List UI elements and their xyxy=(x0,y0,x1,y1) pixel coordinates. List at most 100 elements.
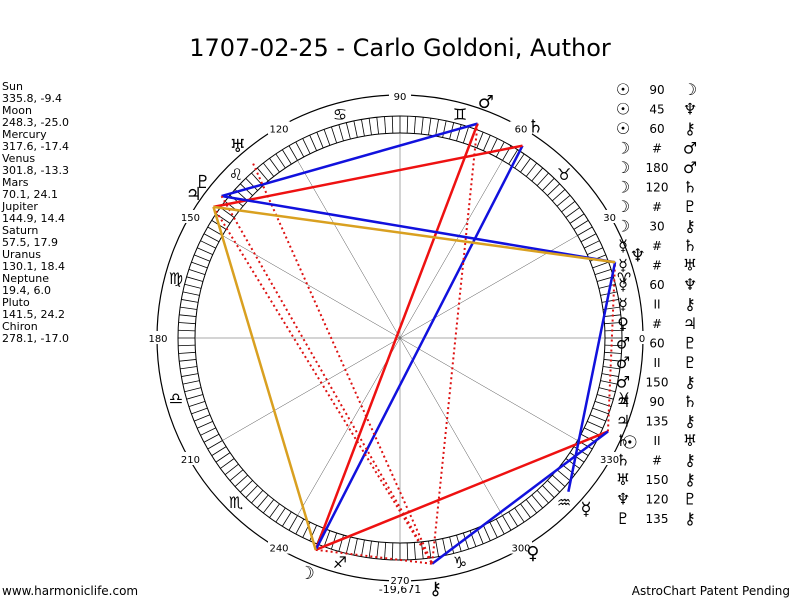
ring-tick xyxy=(211,446,227,456)
degree-label: 180 xyxy=(148,334,167,345)
ring-tick xyxy=(502,515,512,531)
sign: ♐ xyxy=(333,553,347,572)
ring-tick xyxy=(604,322,622,325)
ring-tick xyxy=(179,359,197,362)
aspect-type: # xyxy=(652,200,662,214)
ring-tick xyxy=(384,116,387,134)
ring-tick xyxy=(197,421,213,429)
aspect-planet: ♂ xyxy=(616,334,630,353)
ring-tick xyxy=(220,458,235,469)
planet-position: 301.8, -13.3 xyxy=(2,164,69,177)
planet-glyph: ♀ xyxy=(526,543,539,564)
degree-label: 150 xyxy=(181,213,200,224)
ring-tick xyxy=(602,366,620,370)
aspect-type: # xyxy=(652,239,662,253)
aspect-type: 135 xyxy=(646,512,669,526)
ring-tick xyxy=(598,387,616,393)
aspect-planet: ☉ xyxy=(616,119,630,138)
ring-tick xyxy=(596,394,614,400)
ring-tick xyxy=(600,380,618,385)
planet-glyph: ♆ xyxy=(630,245,646,266)
ring-tick xyxy=(483,135,491,151)
ring-tick xyxy=(514,507,525,523)
aspect-planet: ♄ xyxy=(616,451,630,470)
ring-tick xyxy=(552,189,566,202)
aspect-line xyxy=(213,205,616,264)
aspect-planet: ♄ xyxy=(683,178,697,197)
ring-tick xyxy=(245,485,258,498)
ring-tick xyxy=(442,120,447,138)
ring-tick xyxy=(520,158,531,173)
planet-glyph: ♂ xyxy=(478,92,494,113)
aspect-planet: ☽ xyxy=(683,80,697,99)
ring-tick xyxy=(353,538,358,556)
ring-tick xyxy=(194,414,211,422)
ring-tick xyxy=(594,269,612,276)
aspect-line xyxy=(431,430,609,565)
ring-tick xyxy=(331,532,338,550)
sign: ♑ xyxy=(453,553,467,572)
aspect-planet: ♇ xyxy=(683,197,697,216)
aspect-type: 45 xyxy=(649,103,664,117)
aspect-planet: ☽ xyxy=(616,158,630,177)
spoke xyxy=(297,160,401,339)
ring-tick xyxy=(573,220,589,230)
aspect-planet: ♂ xyxy=(616,373,630,392)
ring-tick xyxy=(203,433,220,443)
ring-tick xyxy=(269,503,280,518)
ring-tick xyxy=(338,124,344,142)
aspect-line xyxy=(220,195,433,565)
ring-tick xyxy=(288,515,298,531)
ring-tick xyxy=(584,427,600,436)
ring-tick xyxy=(245,178,258,191)
planet-name: Chiron xyxy=(2,320,38,333)
ring-tick xyxy=(462,126,469,144)
ring-tick xyxy=(288,145,298,161)
planet-glyph: ☽ xyxy=(299,563,315,584)
ring-tick xyxy=(565,207,580,218)
ring-tick xyxy=(345,536,351,554)
ring-tick xyxy=(592,261,609,269)
aspect-planet: ♇ xyxy=(683,490,697,509)
aspect-type: # xyxy=(652,317,662,331)
aspect-line xyxy=(221,194,616,264)
ring-tick xyxy=(542,178,555,191)
ring-tick xyxy=(604,351,622,354)
spoke xyxy=(399,337,503,516)
aspect-planet: ♅ xyxy=(683,431,697,450)
planet-position: 70.1, 24.1 xyxy=(2,188,58,201)
ring-tick xyxy=(191,261,208,269)
sign: ♌ xyxy=(229,165,243,184)
aspect-line xyxy=(315,430,609,552)
ring-tick xyxy=(525,162,537,177)
aspect-line xyxy=(221,122,478,198)
label-bg xyxy=(389,573,411,586)
aspect-planet: ♂ xyxy=(683,158,697,177)
aspect-type: 60 xyxy=(649,122,664,136)
degree-label: 0 xyxy=(639,334,645,345)
aspect-planet: ♅ xyxy=(616,470,630,489)
ring-tick xyxy=(256,167,269,182)
aspect-type: 60 xyxy=(649,337,664,351)
planet-name: Sun xyxy=(2,80,23,93)
ring-tick xyxy=(197,247,213,255)
planet-glyph: ♇ xyxy=(195,172,211,193)
degree-label: 330 xyxy=(600,455,619,466)
aspect-line xyxy=(567,262,617,492)
aspect-line xyxy=(314,123,479,551)
planet-name: Pluto xyxy=(2,296,30,309)
ring-tick xyxy=(514,153,525,169)
aspect-line xyxy=(606,262,617,432)
label-bg xyxy=(389,89,411,102)
ring-tick xyxy=(368,540,372,558)
label-bg xyxy=(510,121,532,135)
aspect-planet: ♃ xyxy=(616,412,630,431)
aspect-planet: ☽ xyxy=(616,197,630,216)
ring-tick xyxy=(495,518,505,535)
ring-tick xyxy=(584,240,600,249)
aspect-planet: ☿ xyxy=(618,295,628,314)
ring-tick xyxy=(178,329,196,332)
ring-tick xyxy=(275,153,286,169)
ring-tick xyxy=(592,407,609,415)
